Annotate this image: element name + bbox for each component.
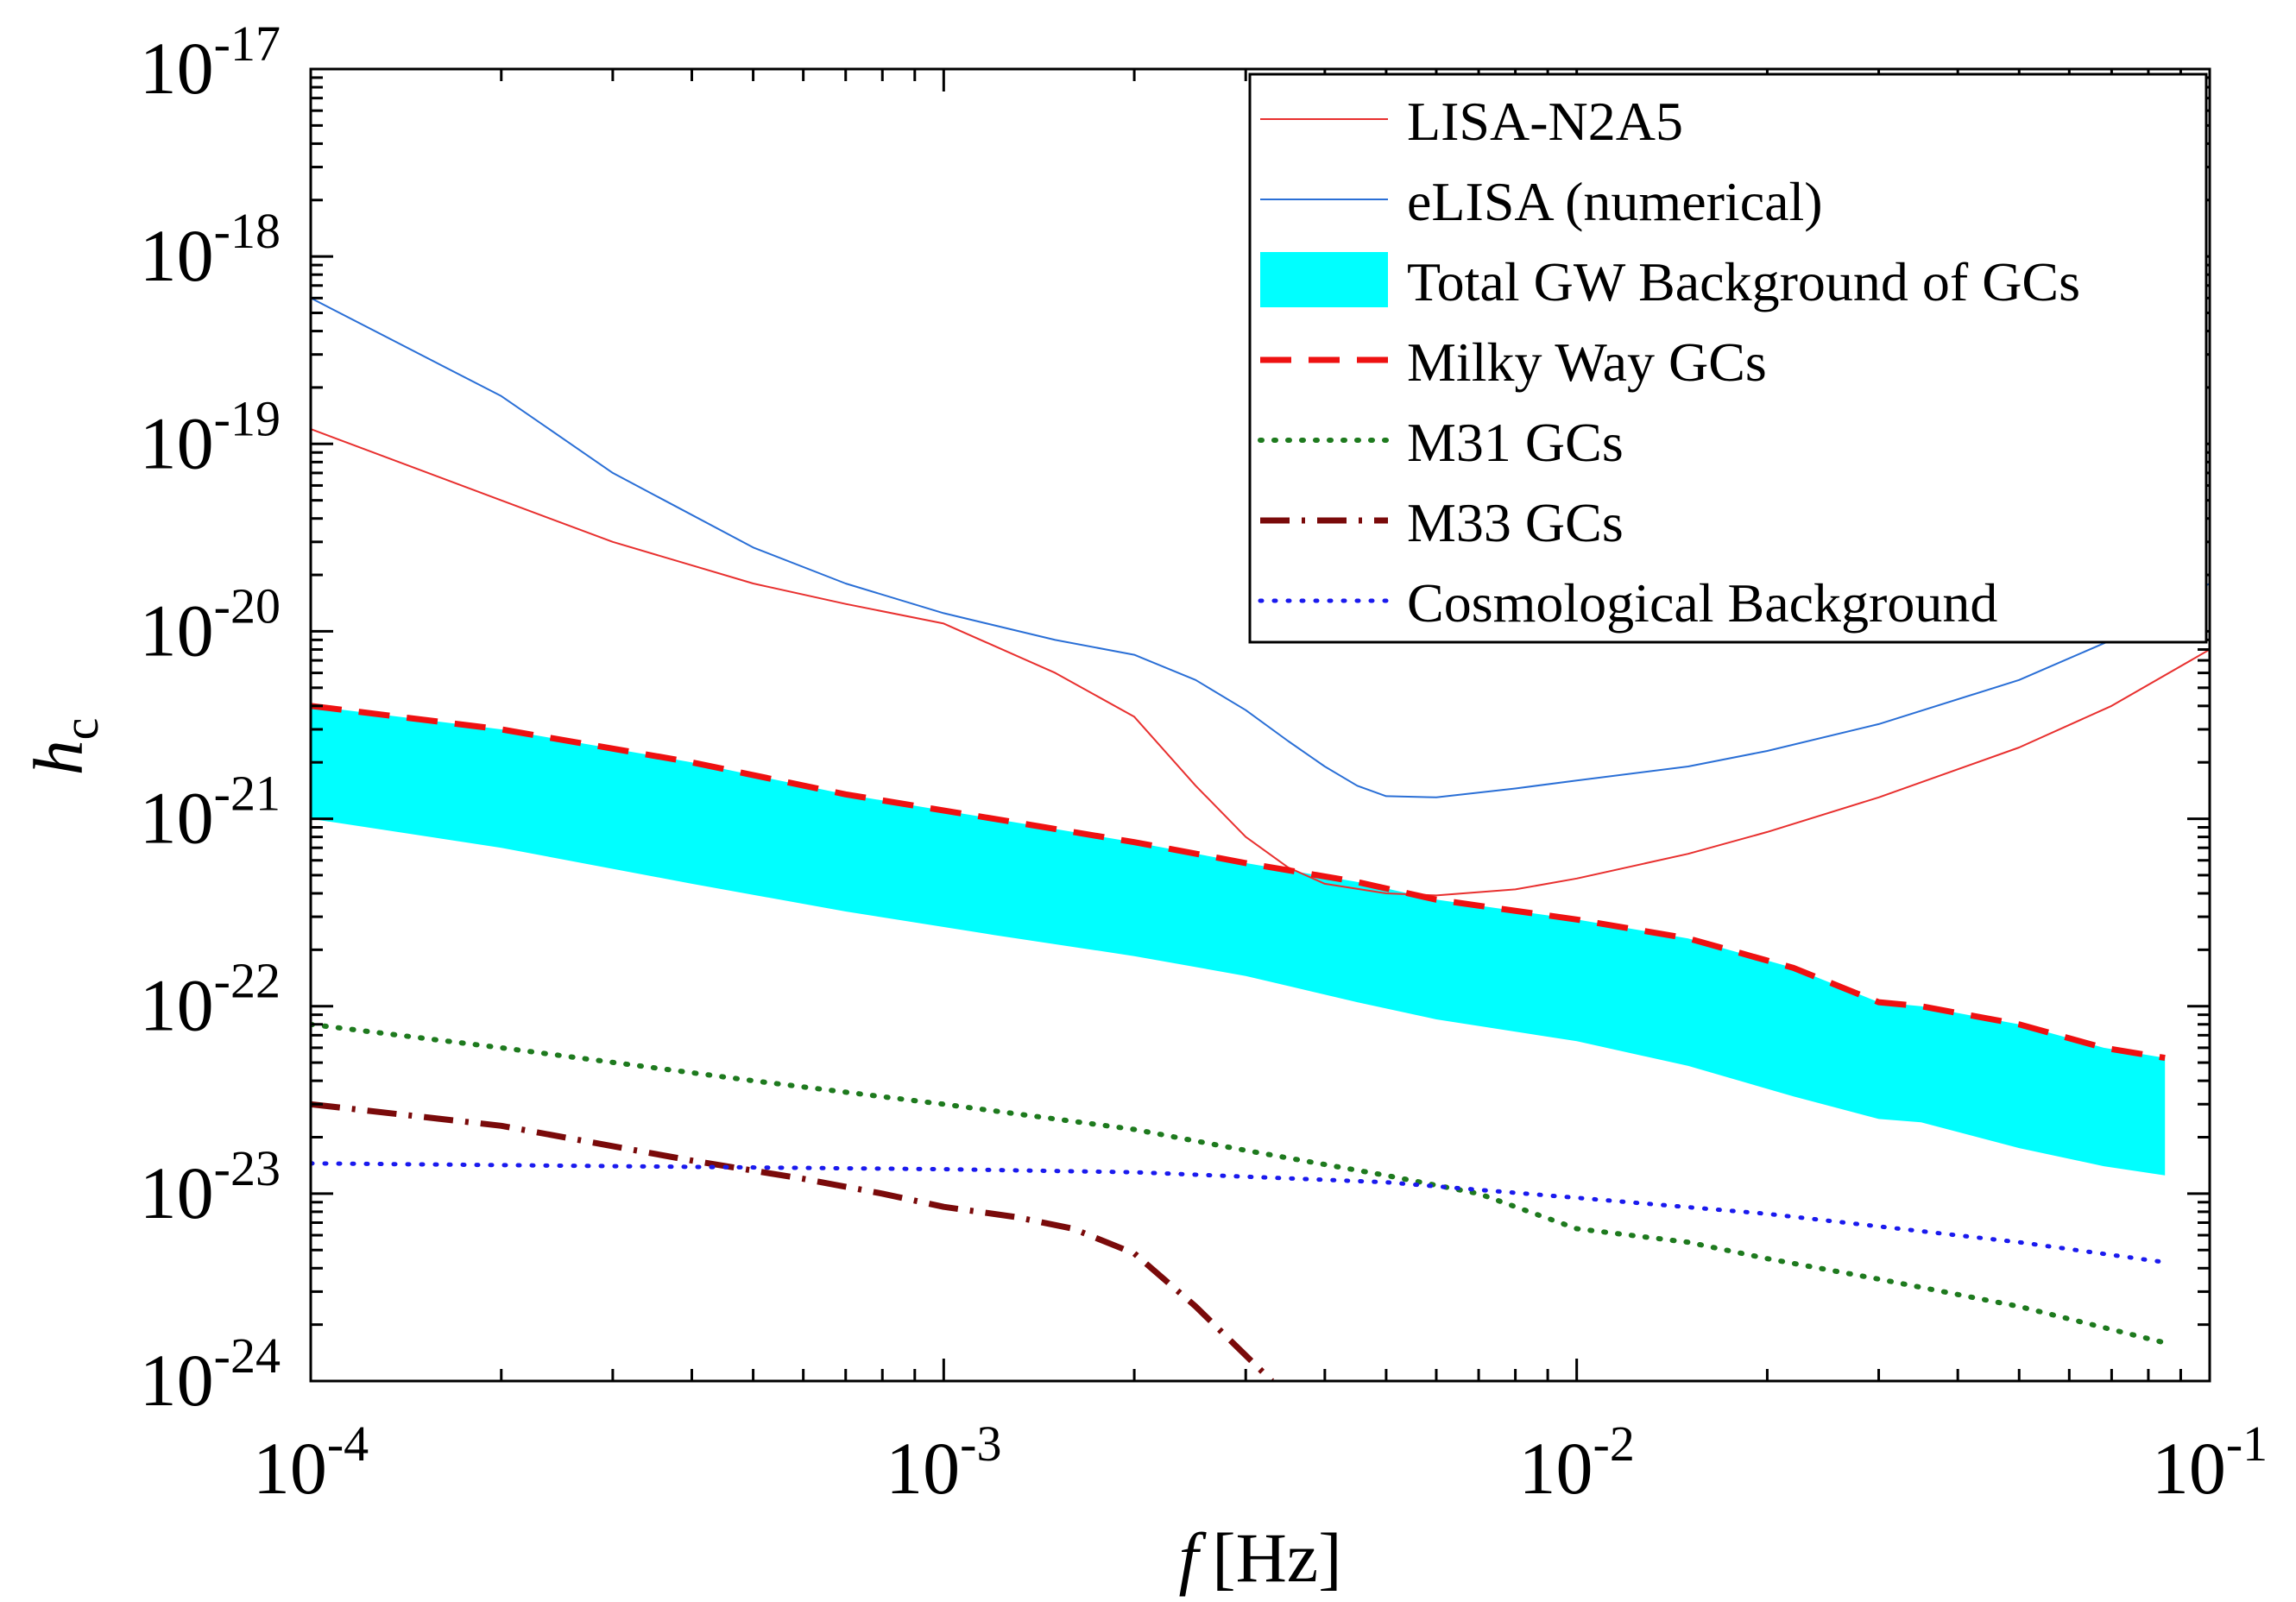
legend-label: Total GW Background of GCs <box>1407 251 2080 312</box>
x-tick-label: 10-1 <box>2152 1416 2268 1510</box>
y-tick-label: 10-24 <box>140 1328 281 1422</box>
series-lisa-n2a5 <box>311 428 2210 897</box>
y-tick-label: 10-18 <box>140 203 281 297</box>
x-tick-label: 10-3 <box>886 1416 1001 1510</box>
series-cosmological-background <box>311 1161 2167 1265</box>
y-axis-label-base: h <box>19 740 98 775</box>
x-tick-label: 10-2 <box>1519 1416 1635 1510</box>
legend-item: M31 GCs <box>1258 412 1624 473</box>
x-tick-label: 10-4 <box>253 1416 369 1510</box>
legend-box <box>1248 73 2208 644</box>
legend-item: LISA-N2A5 <box>1260 91 1683 152</box>
legend-item: Cosmological Background <box>1258 572 1997 634</box>
y-axis-label-sub: c <box>53 718 109 741</box>
y-tick-label: 10-20 <box>140 577 281 672</box>
x-axis-label-var: f <box>1178 1518 1207 1597</box>
legend-label: M31 GCs <box>1407 412 1624 473</box>
series-m33-gcs <box>311 1101 1275 1381</box>
legend-swatch-band <box>1260 252 1388 307</box>
legend-item: M33 GCs <box>1260 492 1624 553</box>
axis-ticks <box>309 67 2210 1383</box>
x-axis-label: f [Hz] <box>1178 1518 1341 1597</box>
x-tick-labels: 10-4 10-3 10-2 10-1 <box>253 1416 2268 1510</box>
gw-background-band <box>311 705 2166 1176</box>
y-tick-label: 10-17 <box>140 16 281 110</box>
y-tick-label: 10-21 <box>140 766 281 860</box>
legend-item: Total GW Background of GCs <box>1260 251 2080 312</box>
plot-frame <box>309 67 2211 1383</box>
series-milky-way-gcs <box>311 703 2166 1062</box>
y-tick-label: 10-23 <box>140 1140 281 1234</box>
legend: LISA-N2A5 eLISA (numerical) Total GW Backg… <box>1248 73 2208 644</box>
plot-area <box>311 297 2210 1381</box>
y-tick-labels: 10-24 10-23 10-22 10-21 10-20 10-19 10-18 10-17 <box>140 16 281 1422</box>
legend-label: Milky Way GCs <box>1407 331 1767 393</box>
legend-label: eLISA (numerical) <box>1407 171 1823 232</box>
legend-item: eLISA (numerical) <box>1260 171 1823 232</box>
legend-item: Milky Way GCs <box>1260 331 1767 393</box>
series-m31-gcs <box>311 1021 2168 1346</box>
y-tick-label: 10-19 <box>140 390 281 484</box>
legend-label: M33 GCs <box>1407 492 1624 553</box>
y-tick-label: 10-22 <box>140 953 281 1047</box>
legend-label: Cosmological Background <box>1407 572 1997 634</box>
legend-label: LISA-N2A5 <box>1407 91 1683 152</box>
series-elisa-numerical <box>311 297 2210 798</box>
x-axis-label-unit: [Hz] <box>1212 1518 1341 1597</box>
y-axis-label: hc <box>19 718 109 776</box>
